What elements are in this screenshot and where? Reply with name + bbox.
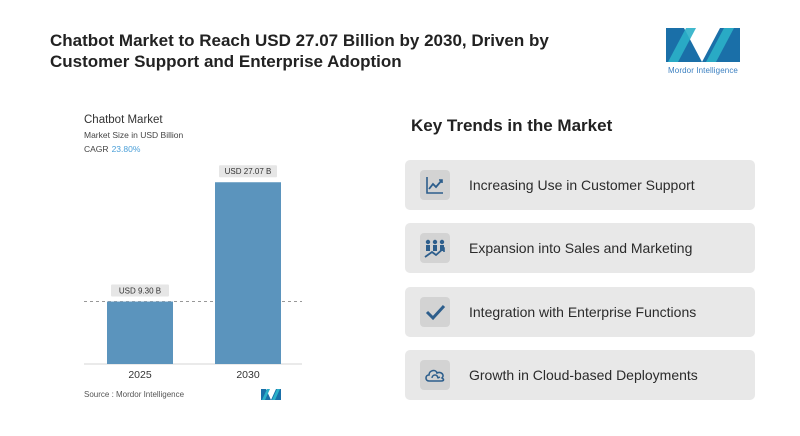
trend-label: Integration with Enterprise Functions: [469, 304, 697, 320]
logo-mark-icon: [666, 28, 740, 62]
data-label-bg: [219, 165, 277, 178]
trend-label: Increasing Use in Customer Support: [469, 177, 695, 193]
trend-item-customer-support: Increasing Use in Customer Support: [405, 160, 755, 210]
growth-people-icon: [420, 233, 450, 263]
trend-label: Growth in Cloud-based Deployments: [469, 367, 698, 383]
x-tick-label: 2030: [236, 369, 260, 381]
cagr-value: 23.80%: [111, 144, 141, 154]
trend-item-sales-marketing: Expansion into Sales and Marketing: [405, 223, 755, 273]
trend-item-enterprise-functions: Integration with Enterprise Functions: [405, 287, 755, 337]
data-label: USD 27.07 B: [225, 167, 272, 176]
trends-title: Key Trends in the Market: [411, 116, 613, 135]
trend-label: Expansion into Sales and Marketing: [469, 240, 693, 256]
cagr-label: CAGR: [84, 144, 109, 154]
chart-title: Chatbot Market: [84, 114, 163, 126]
chart-cagr: CAGR 23.80%: [84, 144, 140, 154]
trend-item-cloud-deployments: Growth in Cloud-based Deployments: [405, 350, 755, 400]
chart-card: Chatbot Market Market Size in USD Billio…: [70, 106, 310, 406]
headline: Chatbot Market to Reach USD 27.07 Billio…: [50, 31, 549, 71]
bar-chart: USD 9.30 B 2025 USD 27.07 B 2030: [84, 165, 302, 381]
chart-source: Source : Mordor Intelligence: [84, 390, 185, 399]
x-tick-label: 2025: [128, 369, 152, 381]
data-label-bg: [111, 284, 169, 297]
line-chart-icon: [420, 170, 450, 200]
bar-2025: [107, 301, 173, 364]
logo-text: Mordor Intelligence: [668, 66, 738, 75]
mordor-intelligence-logo: Mordor Intelligence: [662, 24, 744, 80]
mini-logo-icon: [261, 389, 281, 400]
cloud-icon: [420, 360, 450, 390]
chart-subtitle: Market Size in USD Billion: [84, 130, 184, 140]
checkmark-icon: [420, 297, 450, 327]
data-label: USD 9.30 B: [119, 287, 161, 296]
bar-2030: [215, 182, 281, 364]
